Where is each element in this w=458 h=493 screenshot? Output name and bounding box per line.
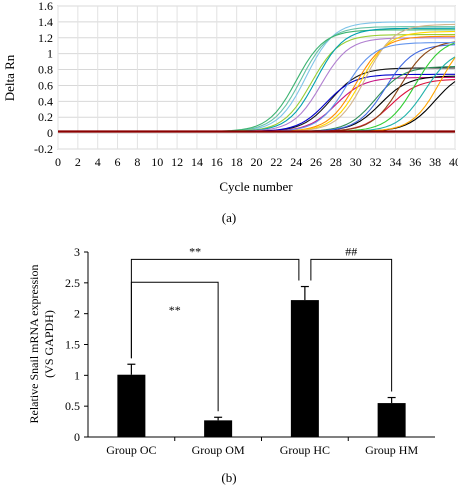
- bar-group-oc: [117, 374, 146, 437]
- amplification-x-tick-label: 30: [350, 155, 362, 169]
- significance-bracket: [310, 258, 393, 392]
- bar-group-hm: [377, 403, 406, 437]
- bar-chart-category-label: Group HC: [280, 443, 330, 457]
- bar-group-om: [204, 420, 233, 437]
- amplification-x-tick-label: 16: [211, 155, 223, 169]
- amplification-y-tick-label: 1.6: [38, 0, 53, 13]
- amplification-x-tick-label: 38: [429, 155, 441, 169]
- amplification-x-axis-label: Cycle number: [219, 179, 293, 194]
- significance-label: **: [189, 244, 201, 258]
- bar-chart-y-tick-label: 1: [74, 368, 80, 382]
- amplification-x-tick-label: 14: [191, 155, 203, 169]
- significance-bracket: [130, 258, 300, 359]
- amplification-x-tick-label: 8: [134, 155, 140, 169]
- amplification-y-tick-label: 0: [47, 126, 53, 140]
- bar-chart-y-tick-label: 0: [74, 430, 80, 444]
- bar-chart-y-axis-label: Relative Snail mRNA expression: [27, 265, 41, 424]
- amplification-y-tick-label: 0.2: [38, 110, 53, 124]
- bar-chart-y-tick-label: 2: [74, 307, 80, 321]
- amplification-curves: [58, 21, 456, 133]
- panel-label-b: (b): [221, 470, 236, 485]
- amplification-y-tick-label: 1.2: [38, 31, 53, 45]
- amplification-x-tick-label: 40: [449, 155, 458, 169]
- amplification-y-tick-label: 0.8: [38, 63, 53, 77]
- bar-chart-category-labels: Group OC Group OM Group HC Group HM: [106, 437, 418, 457]
- significance-bracket: [130, 281, 219, 412]
- significance-brackets: ** ** ##: [130, 244, 393, 412]
- amplification-x-tick-label: 22: [270, 155, 282, 169]
- amplification-x-tick-label: 24: [290, 155, 302, 169]
- amplification-x-tick-label: 10: [151, 155, 163, 169]
- bar-chart-category-label: Group OM: [192, 443, 245, 457]
- bar-chart-y-axis-label-unit: (VS GAPDH): [42, 310, 56, 378]
- bar-chart-y-tick-label: 1.5: [65, 338, 80, 352]
- bar-chart-y-tick-label: 2.5: [65, 276, 80, 290]
- amplification-gridlines: [57, 5, 456, 150]
- bar-chart-category-label: Group HM: [365, 443, 418, 457]
- significance-label: ##: [345, 244, 357, 258]
- amplification-y-tick-label: 0.6: [38, 78, 53, 92]
- amplification-x-tick-labels: 0 2 4 6 8 10 12 14 16 18 20 22 24 26 28 30 32 34 36 38 40: [55, 155, 458, 169]
- amplification-x-tick-label: 4: [95, 155, 101, 169]
- amplification-plot-panel: 1.61.41.210.80.60.40.20-0.2 0 2 4 6 8 10 12 14 1…: [2, 0, 458, 225]
- significance-label: **: [169, 303, 181, 317]
- amplification-x-tick-label: 6: [115, 155, 121, 169]
- bar-chart-y-tick-label: 3: [74, 245, 80, 259]
- amplification-x-tick-label: 20: [251, 155, 263, 169]
- bar-chart-bars: [117, 300, 406, 437]
- amplification-x-tick-label: 2: [75, 155, 81, 169]
- bar-group-hc: [290, 300, 319, 437]
- bar-chart-error-bars: [127, 285, 396, 421]
- amplification-y-tick-label: 0.4: [38, 94, 53, 108]
- amplification-x-tick-label: 34: [389, 155, 401, 169]
- amplification-y-tick-label: -0.2: [34, 142, 53, 156]
- expression-bar-chart-panel: 32.521.510.50 ****## Group OC Group OM Gro…: [27, 244, 435, 485]
- panel-label-a: (a): [222, 210, 236, 225]
- amplification-y-tick-labels: 1.6 1.4 1.2 1 0.80.6 0.4 0.2 0 -0.2: [34, 0, 53, 156]
- amplification-y-tick-label: 1: [47, 47, 53, 61]
- amplification-x-tick-label: 0: [55, 155, 61, 169]
- amplification-x-tick-label: 12: [171, 155, 183, 169]
- amplification-x-tick-label: 36: [409, 155, 421, 169]
- bar-chart-y-tick-label: 0.5: [65, 399, 80, 413]
- amplification-y-tick-label: 1.4: [38, 15, 53, 29]
- amplification-x-tick-label: 26: [310, 155, 322, 169]
- amplification-y-axis-label: Delta Rn: [2, 54, 17, 101]
- bar-chart-category-label: Group OC: [106, 443, 156, 457]
- amplification-x-tick-label: 32: [370, 155, 382, 169]
- amplification-x-tick-label: 18: [231, 155, 243, 169]
- bar-chart-y-ticks: 3 2.5 2 1.5 1 0.5 0: [65, 245, 88, 444]
- amplification-x-tick-label: 28: [330, 155, 342, 169]
